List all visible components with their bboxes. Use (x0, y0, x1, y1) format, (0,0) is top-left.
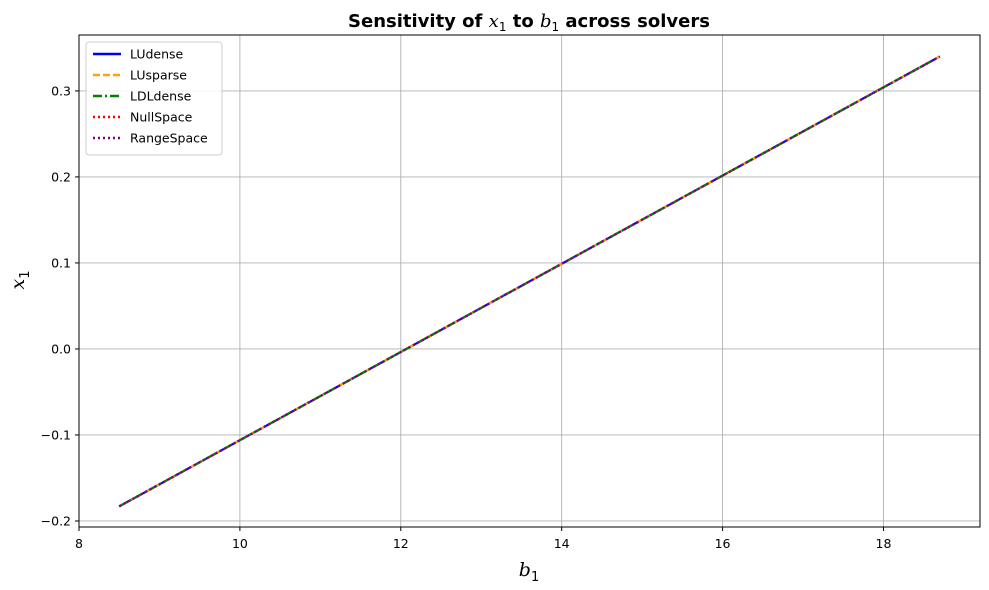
x-tick-label: 14 (554, 536, 570, 551)
x-tick-label: 16 (715, 536, 731, 551)
y-tick-label: −0.1 (41, 427, 71, 442)
title-var-x: x (489, 11, 499, 32)
y-tick-label: 0.3 (51, 83, 71, 98)
y-axis-label-var: x (7, 279, 29, 290)
legend: LUdense LUsparse LDLdense NullSpace RangeSpa… (85, 41, 223, 156)
series-lines (118, 55, 941, 508)
title-suffix: across solvers (559, 11, 710, 32)
x-tick-label: 18 (876, 536, 892, 551)
y-axis-label: x1 (7, 271, 33, 290)
x-tick-label: 8 (75, 536, 83, 551)
legend-label-nullspace: NullSpace (130, 110, 193, 125)
title-middle: to (506, 11, 540, 32)
x-axis-label-subscript: 1 (531, 570, 539, 585)
y-tick-label: 0.2 (51, 169, 71, 184)
title-prefix: Sensitivity of (348, 11, 489, 32)
x-axis-label-var: b (519, 559, 531, 581)
legend-box (85, 41, 223, 156)
x-tick-label: 12 (393, 536, 409, 551)
title-var-x-subscript: 1 (499, 20, 507, 34)
y-axis-label-subscript: 1 (18, 271, 33, 279)
grid (78, 35, 980, 527)
title-var-b: b (540, 11, 552, 32)
legend-label-ludense: LUdense (130, 47, 184, 62)
y-tick-label: 0.0 (51, 341, 71, 356)
plot-frame (78, 34, 981, 528)
title-var-b-subscript: 1 (552, 20, 560, 34)
x-tick-label: 10 (232, 536, 248, 551)
axis-ticks: 8 10 12 14 16 18 −0.2 −0.1 0.0 0.1 0.2 0.3 (41, 83, 892, 551)
y-tick-label: 0.1 (51, 255, 71, 270)
series-line-rangespace (118, 55, 941, 508)
y-tick-label: −0.2 (41, 513, 71, 528)
legend-label-ldldense: LDLdense (130, 89, 192, 104)
legend-label-rangespace: RangeSpace (130, 131, 208, 146)
legend-label-lusparse: LUsparse (130, 68, 187, 83)
x-axis-label: b1 (519, 559, 539, 585)
chart-title: Sensitivity of x1 to b1 across solvers (348, 11, 710, 34)
